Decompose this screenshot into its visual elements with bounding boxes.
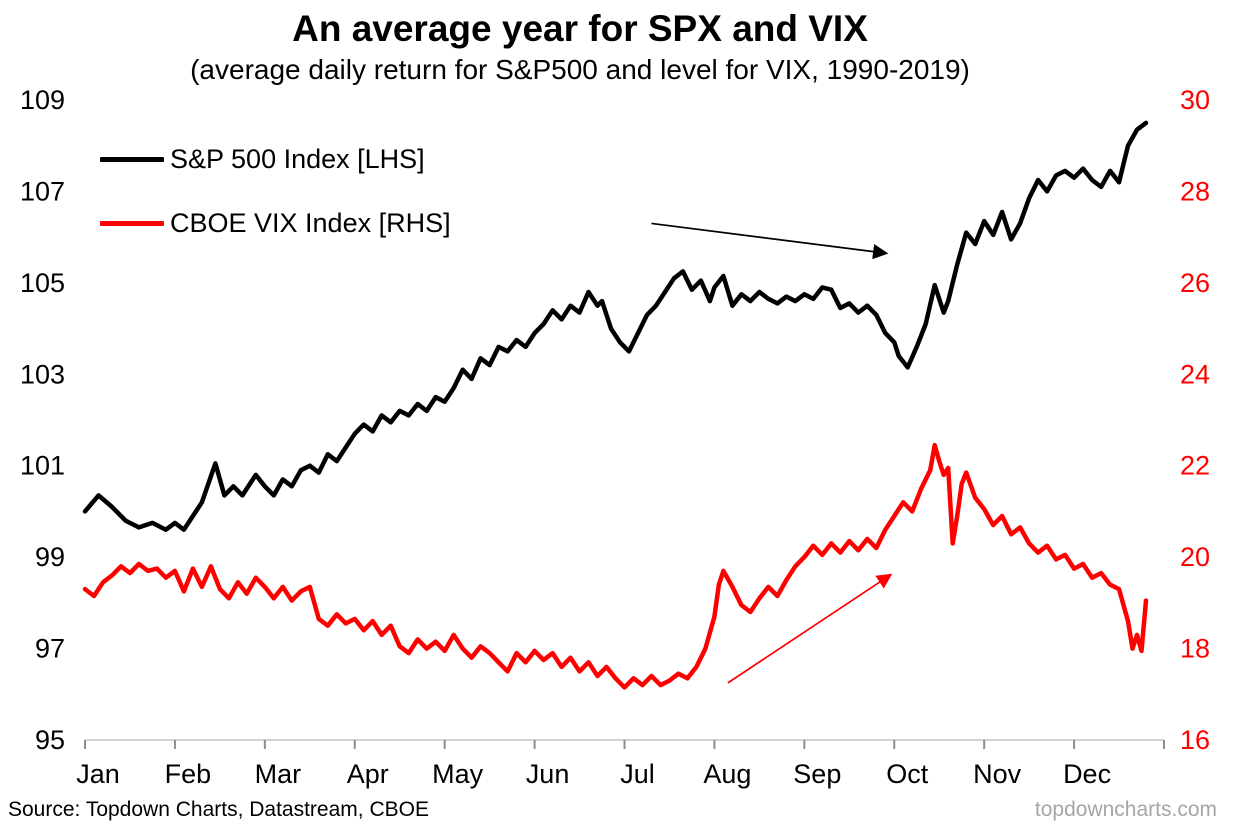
- svg-text:28: 28: [1180, 176, 1210, 206]
- svg-text:16: 16: [1180, 725, 1210, 755]
- svg-text:18: 18: [1180, 634, 1210, 664]
- svg-text:109: 109: [20, 85, 65, 115]
- chart-subtitle: (average daily return for S&P500 and lev…: [190, 54, 970, 85]
- svg-text:95: 95: [35, 725, 65, 755]
- legend-label-vix: CBOE VIX Index [RHS]: [170, 207, 451, 238]
- svg-text:26: 26: [1180, 268, 1210, 298]
- svg-text:97: 97: [35, 634, 65, 664]
- svg-text:Dec: Dec: [1063, 759, 1111, 789]
- svg-text:30: 30: [1180, 85, 1210, 115]
- vix-line-swatch: [100, 220, 164, 226]
- svg-text:99: 99: [35, 542, 65, 572]
- svg-text:Jun: Jun: [526, 759, 570, 789]
- watermark: topdowncharts.com: [1034, 798, 1217, 821]
- svg-text:Oct: Oct: [886, 759, 929, 789]
- svg-text:105: 105: [20, 268, 65, 298]
- svg-text:Nov: Nov: [973, 759, 1022, 789]
- svg-text:Jul: Jul: [620, 759, 655, 789]
- spx-line-swatch: [100, 156, 164, 162]
- svg-text:Feb: Feb: [165, 759, 212, 789]
- svg-text:107: 107: [20, 176, 65, 206]
- svg-text:Sep: Sep: [793, 759, 841, 789]
- svg-text:101: 101: [20, 451, 65, 481]
- chart-title: An average year for SPX and VIX: [292, 8, 868, 49]
- svg-text:103: 103: [20, 359, 65, 389]
- svg-text:Jan: Jan: [76, 759, 120, 789]
- legend-item-vix: CBOE VIX Index [RHS]: [100, 208, 451, 238]
- svg-text:22: 22: [1180, 451, 1210, 481]
- svg-text:Mar: Mar: [255, 759, 302, 789]
- svg-text:Aug: Aug: [703, 759, 751, 789]
- svg-text:24: 24: [1180, 359, 1210, 389]
- legend-label-spx: S&P 500 Index [LHS]: [170, 143, 425, 174]
- legend-item-spx: S&P 500 Index [LHS]: [100, 144, 451, 174]
- svg-text:Apr: Apr: [347, 759, 389, 789]
- svg-text:20: 20: [1180, 542, 1210, 572]
- legend: S&P 500 Index [LHS] CBOE VIX Index [RHS]: [100, 144, 451, 272]
- source-note: Source: Topdown Charts, Datastream, CBOE: [8, 798, 429, 821]
- svg-text:May: May: [432, 759, 484, 789]
